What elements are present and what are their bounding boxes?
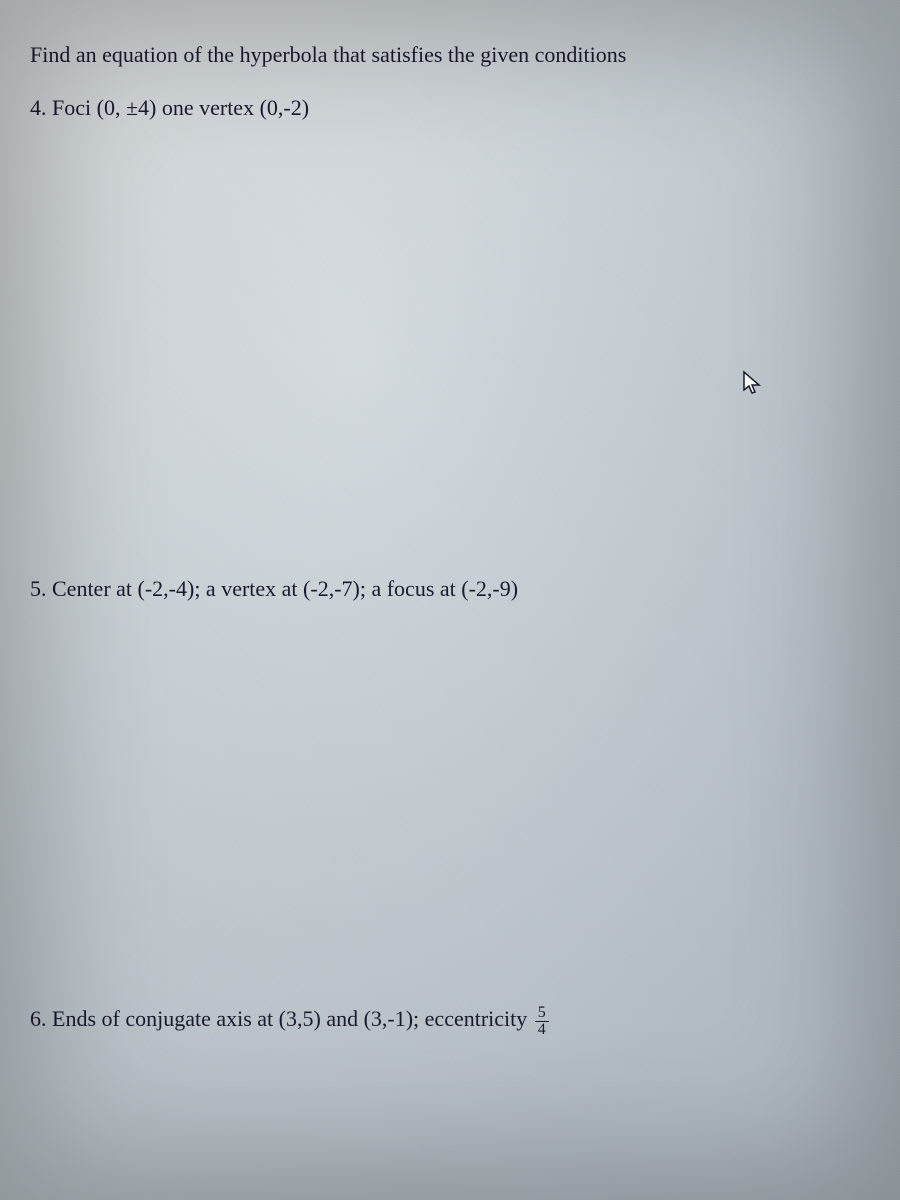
fraction-numerator: 5 — [535, 1005, 549, 1022]
fraction-5-over-4: 54 — [535, 1005, 549, 1038]
problem-6-text: Ends of conjugate axis at (3,5) and (3,-… — [52, 1006, 533, 1031]
page-heading: Find an equation of the hyperbola that s… — [30, 40, 870, 71]
problem-6: 6. Ends of conjugate axis at (3,5) and (… — [30, 1004, 870, 1037]
problem-5: 5. Center at (-2,-4); a vertex at (-2,-7… — [30, 574, 870, 605]
problem-4: 4. Foci (0, ±4) one vertex (0,-2) — [30, 93, 870, 124]
problem-4-text: Foci (0, ±4) one vertex (0,-2) — [52, 95, 309, 120]
problem-6-number: 6. — [30, 1006, 47, 1031]
problem-4-number: 4. — [30, 95, 47, 120]
document-page: Find an equation of the hyperbola that s… — [0, 0, 900, 1200]
problem-5-number: 5. — [30, 576, 47, 601]
fraction-denominator: 4 — [535, 1022, 549, 1038]
mouse-cursor-icon — [742, 370, 762, 396]
problem-5-text: Center at (-2,-4); a vertex at (-2,-7); … — [52, 576, 518, 601]
